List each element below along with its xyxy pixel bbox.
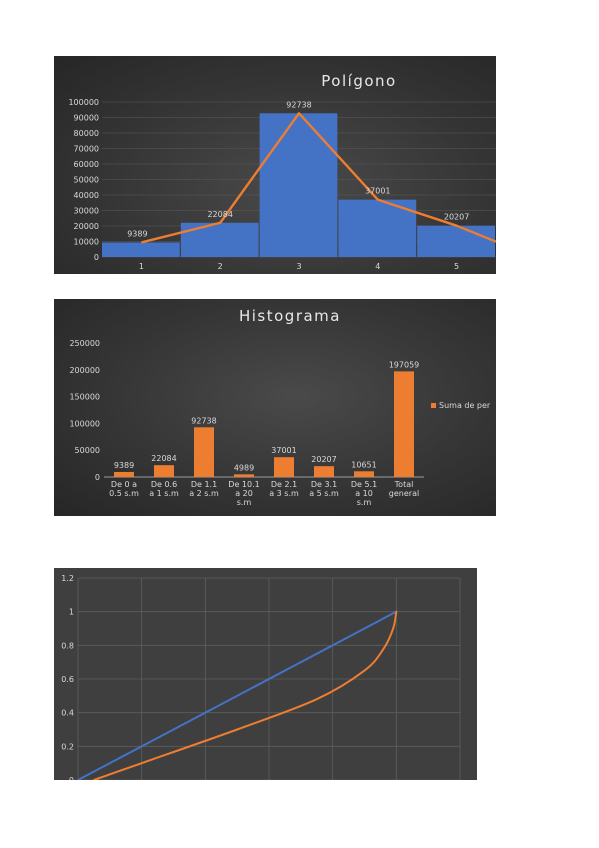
y-tick-label: 80000 xyxy=(74,129,99,138)
polygon-chart-svg: Polígono 0 10000 20000 30000 40000 50000 60000 7… xyxy=(68,72,496,271)
x-tick-label: a 3 s.m xyxy=(269,489,299,498)
bar xyxy=(314,466,334,477)
lorenz-chart-svg: 0 0.2 0.4 0.6 0.8 1 1.2 xyxy=(61,574,461,780)
y-tick-label: 0 xyxy=(95,473,100,482)
data-label: 20207 xyxy=(311,455,336,464)
x-tick-label: Total xyxy=(394,480,414,489)
x-tick-label: s.m xyxy=(357,498,372,507)
data-label: 37001 xyxy=(365,187,390,196)
data-label: 9389 xyxy=(127,229,147,238)
bar xyxy=(394,371,414,477)
chart-title: Histograma xyxy=(239,307,341,325)
y-tick-label: 0.8 xyxy=(61,641,74,650)
y-tick-label: 0 xyxy=(69,776,74,780)
x-tick-label: De 3.1 xyxy=(311,480,337,489)
x-tick-label: De 1.1 xyxy=(191,480,217,489)
lorenz-curve xyxy=(92,610,398,780)
data-label: 9389 xyxy=(114,461,134,470)
y-tick-label: 50000 xyxy=(74,176,99,185)
x-tick-label: a 10 xyxy=(355,489,373,498)
data-label: 92738 xyxy=(286,100,311,109)
x-tick-label: a 5 s.m xyxy=(309,489,339,498)
x-tick-label: s.m xyxy=(237,498,252,507)
y-tick-label: 100000 xyxy=(68,98,99,107)
histogram-chart-svg: Histograma 0 50000 100000 150000 200000 250000… xyxy=(69,307,491,507)
y-tick-label: 100000 xyxy=(69,419,100,428)
y-tick-label: 50000 xyxy=(75,446,100,455)
y-tick-label: 20000 xyxy=(74,222,99,231)
bar xyxy=(114,471,134,477)
x-tick-label: De 5.1 xyxy=(351,480,377,489)
data-label: 22084 xyxy=(151,454,176,463)
data-label: 10651 xyxy=(351,460,376,469)
x-tick-label: De 0 a xyxy=(111,480,137,489)
histogram-chart: Histograma 0 50000 100000 150000 200000 250000… xyxy=(54,299,496,516)
y-tick-label: 0 xyxy=(94,253,99,262)
bar xyxy=(274,457,294,477)
bar xyxy=(194,427,214,477)
y-tick-label: 1.2 xyxy=(61,574,74,583)
polygon-line xyxy=(141,112,496,244)
bar xyxy=(154,465,174,477)
y-tick-label: 40000 xyxy=(74,191,99,200)
data-label: 92738 xyxy=(191,416,216,425)
bar xyxy=(180,222,259,257)
y-tick-label: 1 xyxy=(69,608,74,617)
y-tick-label: 60000 xyxy=(74,160,99,169)
lorenz-curve-chart: 0 0.2 0.4 0.6 0.8 1 1.2 xyxy=(54,568,477,780)
legend-swatch xyxy=(431,403,436,408)
data-label: 37001 xyxy=(271,446,296,455)
x-tick-label: a 2 s.m xyxy=(189,489,219,498)
polygon-chart: Polígono 0 10000 20000 30000 40000 50000 60000 7… xyxy=(54,56,496,274)
x-tick-label: a 20 xyxy=(235,489,253,498)
bar xyxy=(354,471,374,477)
x-tick-label: 4 xyxy=(375,262,380,271)
x-tick-label: general xyxy=(389,489,419,498)
equality-line xyxy=(77,610,398,780)
bar xyxy=(102,242,180,257)
x-tick-label: 5 xyxy=(454,262,459,271)
bar xyxy=(234,474,254,477)
y-tick-label: 90000 xyxy=(74,114,99,123)
x-tick-label: De 2.1 xyxy=(271,480,297,489)
y-tick-label: 30000 xyxy=(74,207,99,216)
y-tick-label: 0.6 xyxy=(61,675,74,684)
x-tick-label: De 10.1 xyxy=(228,480,259,489)
bar xyxy=(259,113,338,257)
bar xyxy=(417,225,495,257)
x-tick-label: De 0.6 xyxy=(151,480,177,489)
x-tick-label: 2 xyxy=(218,262,223,271)
y-tick-label: 150000 xyxy=(69,393,100,402)
y-tick-label: 200000 xyxy=(69,366,100,375)
x-tick-label: a 1 s.m xyxy=(149,489,179,498)
data-label: 4989 xyxy=(234,463,254,472)
chart-title: Polígono xyxy=(321,72,396,90)
data-label: 197059 xyxy=(389,360,420,369)
x-tick-label: 3 xyxy=(296,262,301,271)
data-label: 20207 xyxy=(444,213,469,222)
x-tick-label: 0.5 s.m xyxy=(109,489,139,498)
y-tick-label: 0.2 xyxy=(61,742,74,751)
y-tick-label: 250000 xyxy=(69,339,100,348)
data-label: 22084 xyxy=(207,210,232,219)
legend-label: Suma de per xyxy=(439,401,491,410)
y-tick-label: 70000 xyxy=(74,145,99,154)
y-tick-label: 0.4 xyxy=(61,709,74,718)
y-tick-label: 10000 xyxy=(74,238,99,247)
x-tick-label: 1 xyxy=(139,262,144,271)
